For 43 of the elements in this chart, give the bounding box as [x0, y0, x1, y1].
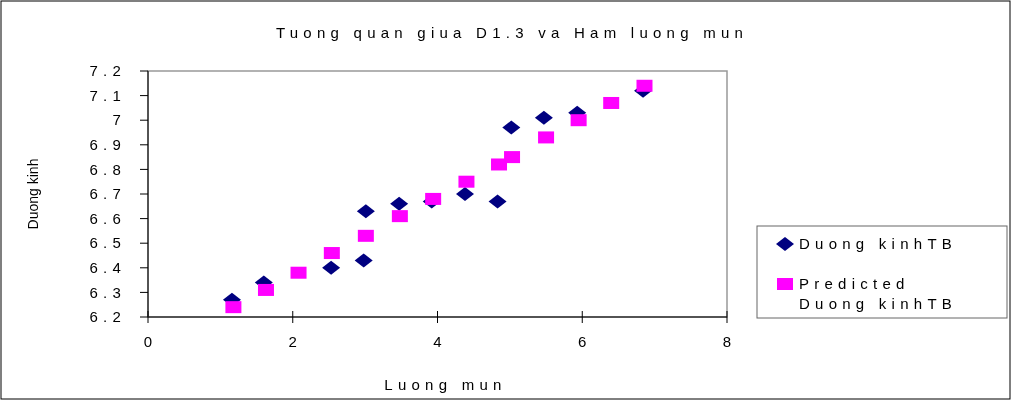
point — [534, 110, 553, 125]
point — [322, 260, 341, 275]
point — [425, 192, 442, 205]
y-tick-label: 7 — [112, 111, 126, 129]
point — [357, 229, 374, 242]
point — [504, 151, 521, 164]
point — [502, 120, 521, 135]
point — [603, 96, 620, 109]
y-tick-label: 7.1 — [89, 86, 126, 104]
point — [491, 158, 508, 171]
x-tick-label: 8 — [722, 333, 732, 350]
point — [390, 196, 409, 211]
x-tick-label: 0 — [143, 333, 153, 350]
y-tick-label: 7.2 — [89, 62, 126, 80]
chart-title: Tuong quan giua D1.3 va Ham luong mun — [275, 24, 749, 41]
point — [323, 247, 340, 260]
y-tick-label: 6.2 — [89, 308, 126, 326]
y-tick-label: 6.7 — [89, 185, 126, 203]
y-tick-label: 6.3 — [89, 283, 126, 301]
point — [225, 301, 242, 314]
x-tick-label: 4 — [433, 333, 442, 350]
y-tick-label: 6.9 — [89, 136, 126, 154]
point — [538, 131, 555, 144]
point — [488, 194, 507, 209]
x-tick-label: 6 — [578, 333, 587, 350]
legend-label: Duong kinhTB — [799, 235, 958, 253]
point — [458, 175, 475, 188]
point — [570, 114, 587, 127]
point — [636, 79, 653, 92]
y-tick-label: 6.5 — [89, 234, 126, 252]
legend-label: Predicted Duong kinhTB — [799, 275, 958, 312]
point — [456, 187, 474, 201]
point — [391, 210, 408, 223]
y-tick-label: 6.8 — [89, 160, 126, 178]
x-tick-label: 2 — [288, 333, 297, 350]
point — [290, 266, 307, 279]
point — [257, 283, 274, 296]
point — [356, 204, 375, 219]
y-axis-title: Duong kinh — [25, 158, 41, 230]
point — [354, 253, 373, 268]
x-axis-title: Luong mun — [384, 376, 507, 393]
y-tick-label: 6.6 — [89, 209, 126, 227]
y-tick-label: 6.4 — [89, 259, 126, 277]
